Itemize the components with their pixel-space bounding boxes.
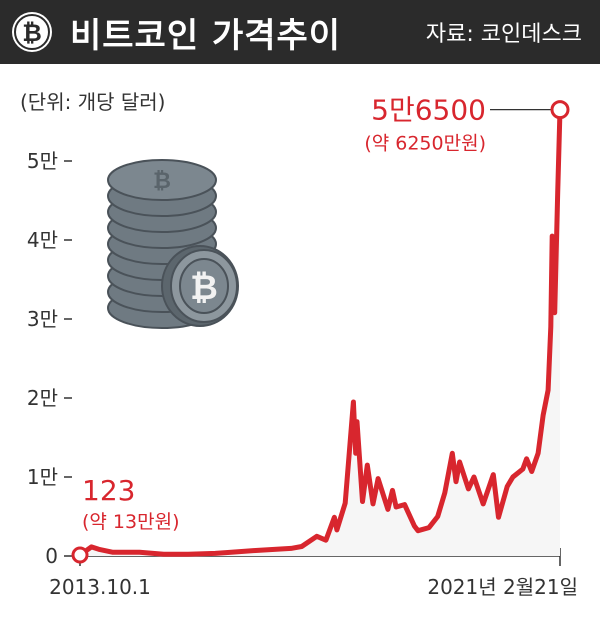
- coin-stack-icon: ₿ ₿: [107, 159, 239, 329]
- y-tick-label: 1만: [27, 465, 58, 489]
- header-bar: ₿ 비트코인 가격추이 자료: 코인데스크: [0, 0, 600, 64]
- source-label: 자료: 코인데스크: [425, 22, 582, 47]
- start-point-marker: [71, 546, 89, 564]
- start-value-sublabel: (약 13만원): [82, 511, 179, 533]
- svg-text:₿: ₿: [22, 19, 42, 47]
- annotations: 123 (약 13만원) 5만6500 (약 6250만원): [71, 94, 570, 564]
- y-tick-label: 3만: [27, 307, 58, 331]
- page-title: 비트코인 가격추이: [70, 16, 342, 56]
- y-tick-label: 2만: [27, 386, 58, 410]
- y-tick-label: 5만: [27, 149, 58, 173]
- plot-area: [77, 107, 563, 558]
- end-point-marker: [550, 100, 570, 120]
- y-tick-label: 0: [45, 544, 58, 568]
- price-area: [80, 109, 560, 556]
- end-value-label: 5만6500: [371, 94, 486, 127]
- svg-text:₿: ₿: [190, 268, 218, 308]
- y-axis: 0 1만 2만 3만 4만 5만: [27, 149, 72, 568]
- start-value-label: 123: [82, 474, 135, 507]
- price-line: [77, 107, 563, 558]
- y-tick-label: 4만: [27, 228, 58, 252]
- x-tick-label: 2013.10.1: [49, 575, 151, 599]
- bitcoin-icon: ₿: [12, 12, 52, 52]
- end-value-sublabel: (약 6250만원): [364, 133, 486, 155]
- x-tick-label: 2021년 2월21일: [427, 575, 578, 599]
- unit-label: (단위: 개당 달러): [20, 90, 166, 114]
- svg-text:₿: ₿: [153, 169, 171, 194]
